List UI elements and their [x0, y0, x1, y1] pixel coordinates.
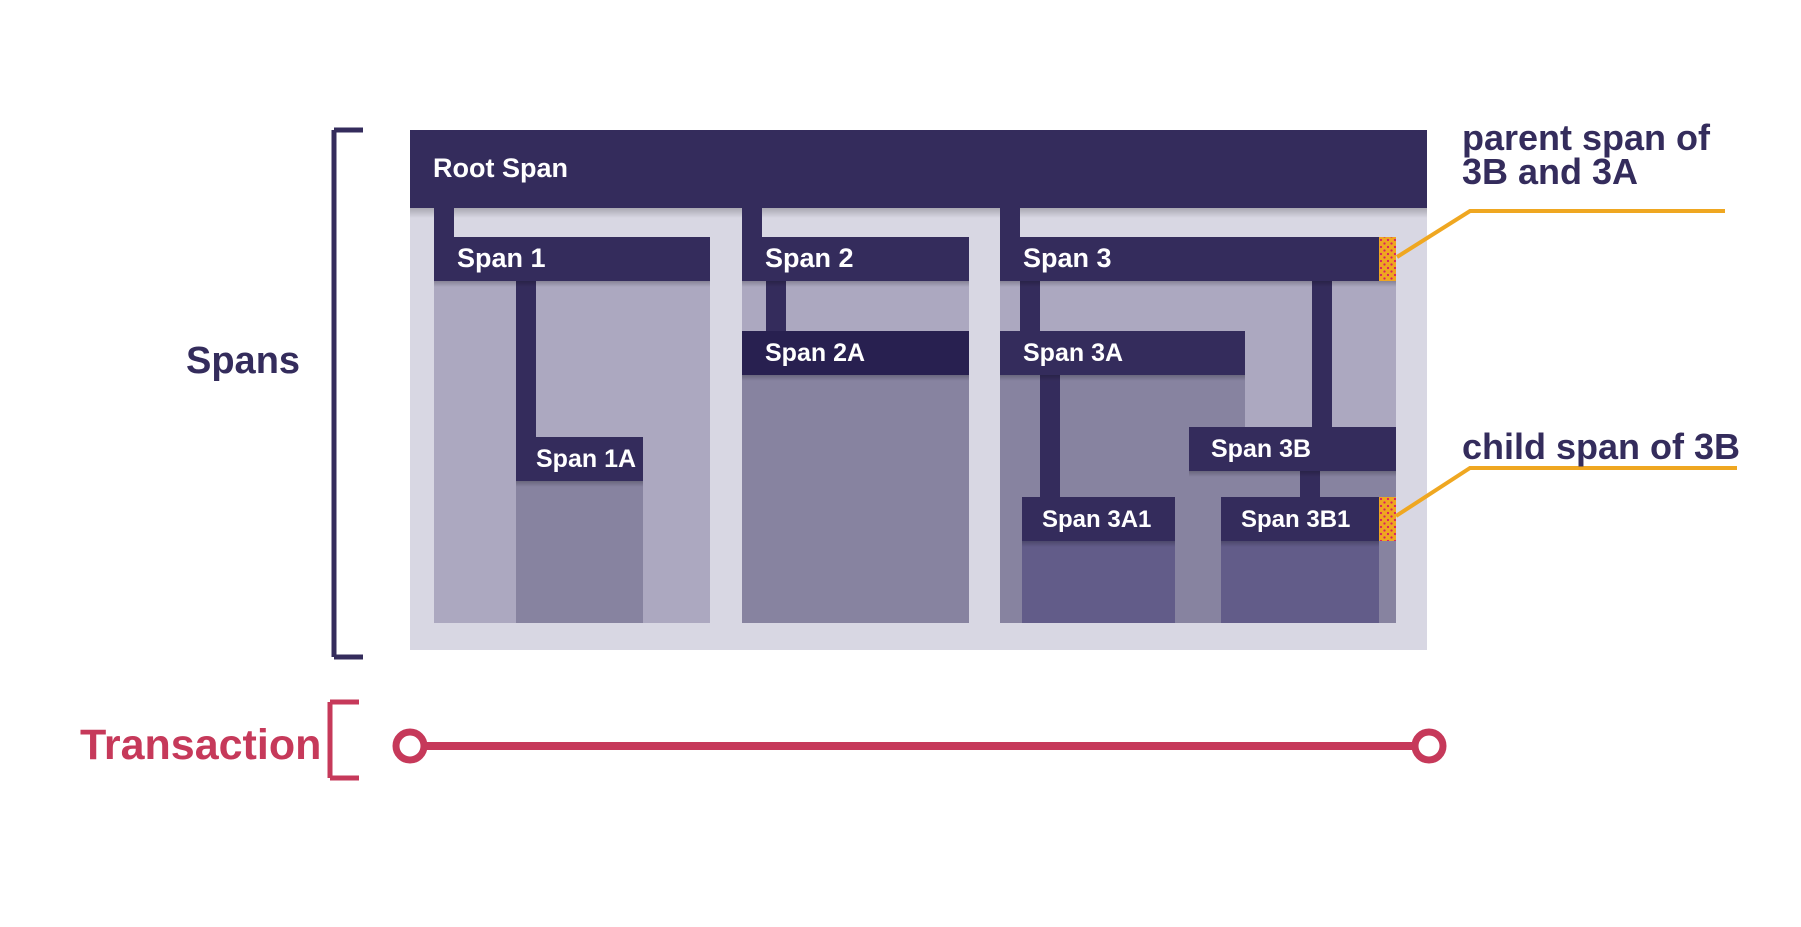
svg-text:Root Span: Root Span — [433, 153, 568, 183]
svg-text:Transaction: Transaction — [80, 721, 321, 769]
svg-text:Span 3A: Span 3A — [1023, 339, 1123, 367]
svg-text:3B and 3A: 3B and 3A — [1462, 151, 1638, 192]
svg-text:Span 3A1: Span 3A1 — [1042, 506, 1151, 533]
svg-text:Span 1A: Span 1A — [536, 445, 636, 473]
svg-text:Span 2A: Span 2A — [765, 339, 865, 367]
svg-text:child span of 3B: child span of 3B — [1462, 426, 1740, 467]
svg-text:Span 3B1: Span 3B1 — [1241, 506, 1350, 533]
svg-text:Span 1: Span 1 — [457, 243, 546, 273]
svg-text:Span 3B: Span 3B — [1211, 435, 1311, 463]
svg-text:Span 3: Span 3 — [1023, 243, 1112, 273]
svg-text:Spans: Spans — [186, 340, 300, 382]
svg-text:Span 2: Span 2 — [765, 243, 854, 273]
